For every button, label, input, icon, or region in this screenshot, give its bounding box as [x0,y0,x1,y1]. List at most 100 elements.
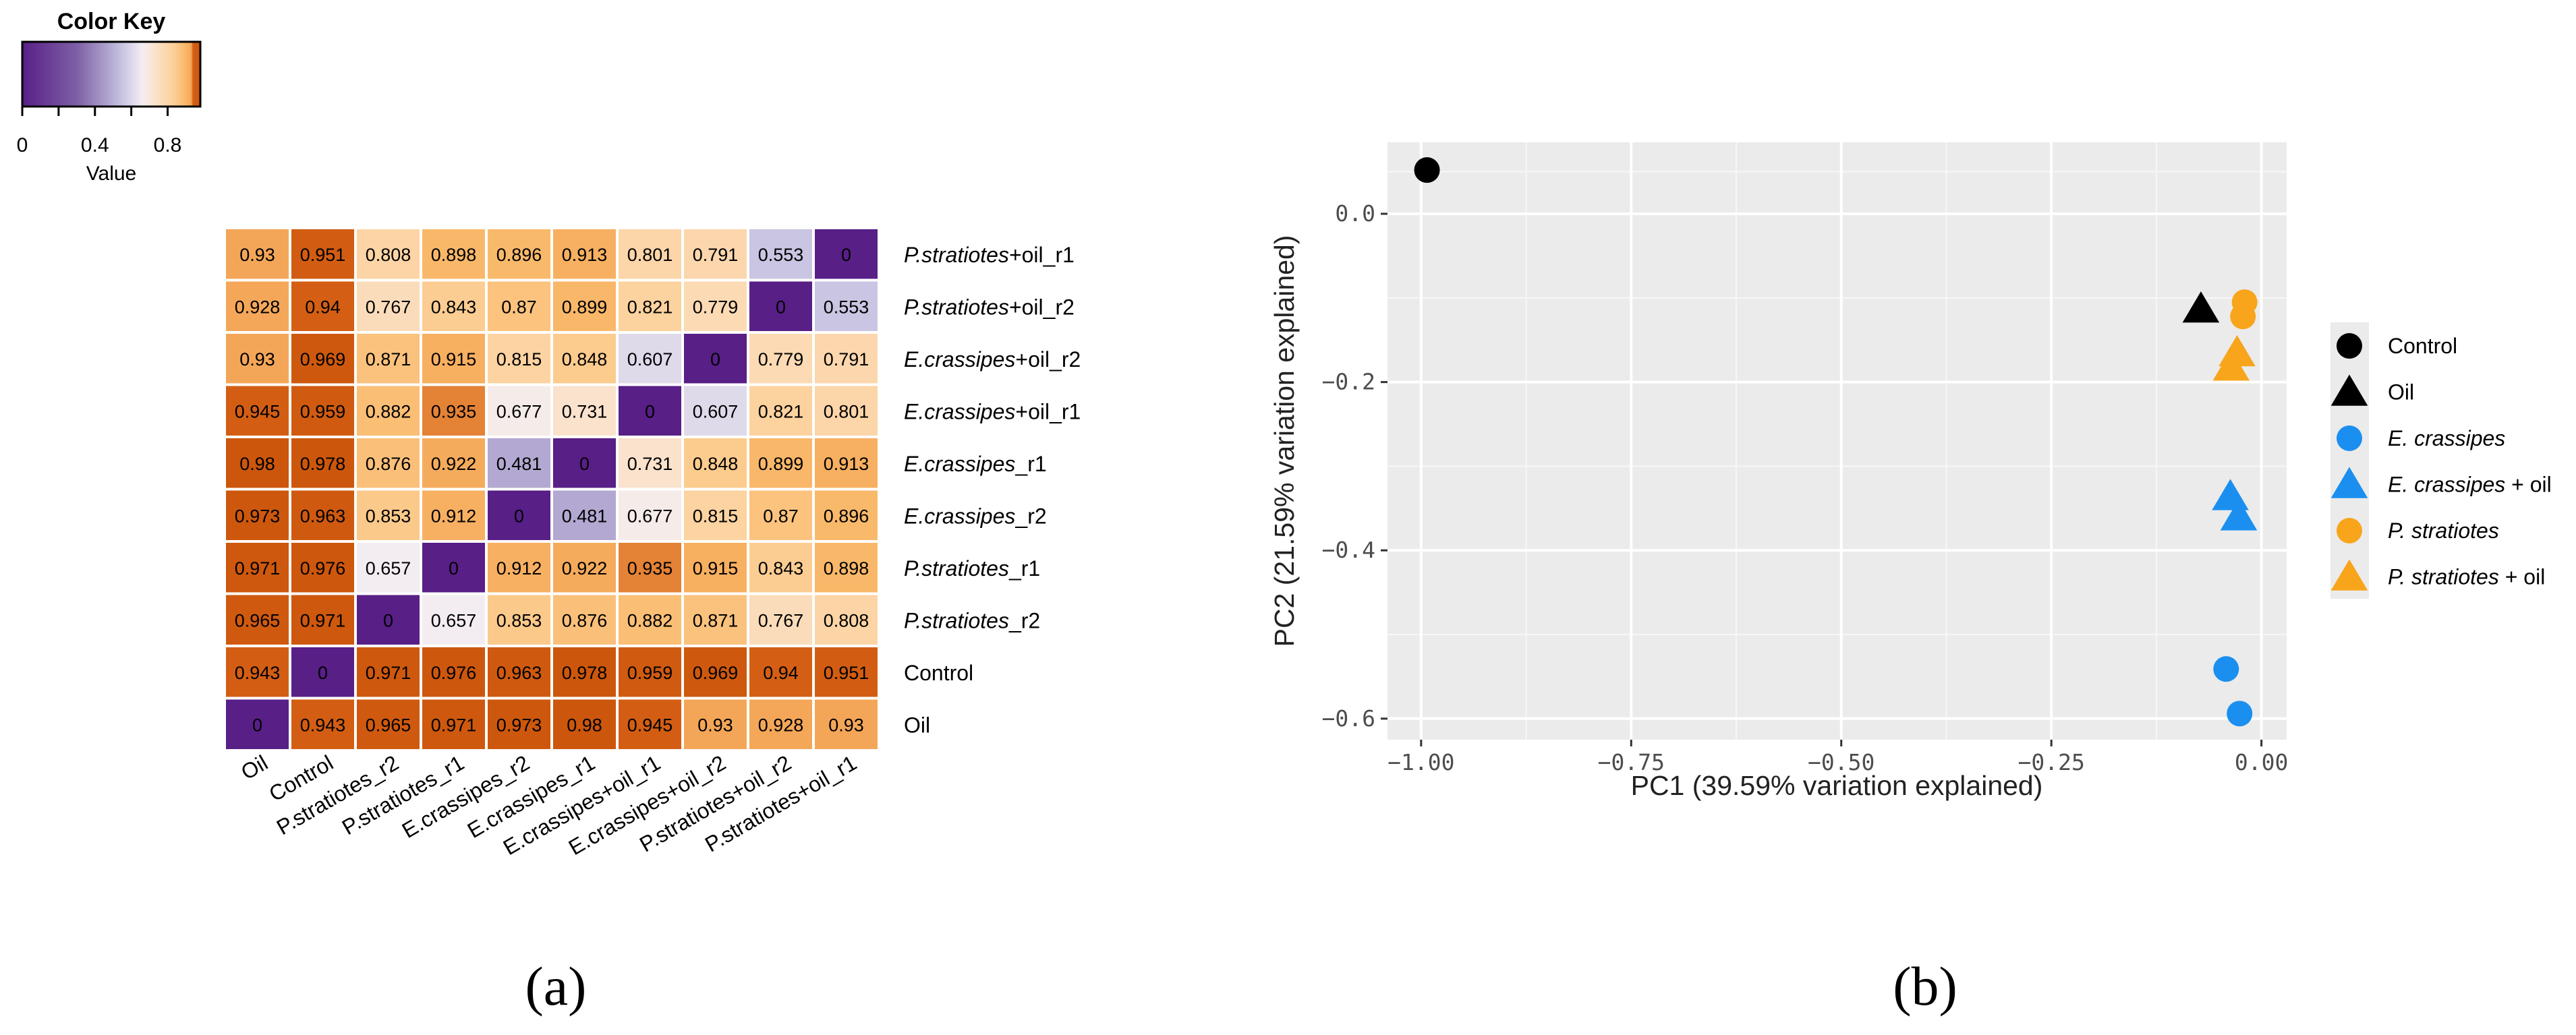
panel-label-b: (b) [1893,955,1957,1017]
color-key-tick-label: 0.4 [81,134,109,156]
color-key-segment [102,42,104,107]
heatmap-cell-label: 0.767 [758,610,804,630]
data-point [1414,157,1440,183]
color-key-segment [138,42,140,107]
color-key-segment [148,42,150,107]
legend-key [2337,333,2362,359]
color-key-segment [145,42,147,107]
plot-axis-ticks: −1.00 −0.75 −0.50 −0.25 0.00 0.0 −0.2 −0.4 −0.6 [1322,200,2289,775]
color-key-segment [52,42,54,107]
color-key-segment [56,42,58,107]
heatmap-cell-label: 0.969 [693,663,739,683]
color-key-segment [60,42,62,107]
y-tick-label: 0.0 [1335,200,1375,227]
row-label-suffix: _r1 [1014,452,1046,476]
color-key-segment [96,42,98,107]
heatmap-cell [747,436,815,491]
heatmap-cell-label: 0.876 [562,610,608,630]
color-key-segment [127,42,130,107]
heatmap-cell [747,487,815,543]
heatmap-cell-label: 0.963 [496,663,542,683]
heatmap-cell-label: 0.821 [627,297,673,317]
heatmap-cell-label: 0.971 [366,663,411,683]
x-axis-title: PC1 (39.59% variation explained) [1631,770,2043,801]
color-key-segment [184,42,186,107]
heatmap-row-label: P.stratiotes+oil_r2 [904,295,1075,319]
row-label-italic: E.crassipes [904,347,1015,372]
row-label-suffix: +oil_r1 [1015,399,1081,423]
legend-label: Oil [2388,380,2414,405]
heatmap-cell-label: 0 [318,663,328,683]
heatmap-cell-label: 0.943 [235,663,281,683]
color-key: Color Key 0 0.4 0.8 Value [17,9,202,185]
color-key-segment [140,42,142,107]
x-tick-label: 0.00 [2235,749,2288,775]
color-key-segment [40,42,42,107]
heatmap-cell-label: 0.871 [366,349,411,369]
heatmap-cell [812,278,880,334]
color-key-segment [126,42,128,107]
heatmap-cell [289,331,357,386]
heatmap-cell-label: 0.912 [431,506,477,526]
color-key-segment [142,42,144,107]
x-tick-label: −0.25 [2018,749,2085,775]
legend-label: E. crassipes + oil [2388,473,2552,497]
heatmap-column-labels: OilControlP.stratiotes_r2P.stratiotes_r1… [237,750,861,860]
heatmap-cell [223,540,291,595]
color-key-segment [157,42,159,107]
color-key-segment [61,42,63,107]
pca-scatter-plot: −1.00 −0.75 −0.50 −0.25 0.000.0−0.2−0.4−0.6 … [1269,142,2552,801]
color-key-segment [86,42,88,107]
heatmap-cell [354,331,422,386]
heatmap-cell-label: 0.677 [627,506,673,526]
row-label-suffix: _r2 [1008,608,1040,632]
color-key-segment [72,42,74,107]
heatmap-cell [223,487,291,543]
heatmap-cell-label: 0.896 [824,506,869,526]
color-key-segment [118,42,120,107]
heatmap-cell-label: 0.912 [496,558,542,579]
color-key-segment [171,42,173,107]
color-key-tick-label: 0.8 [154,134,182,156]
color-key-segment [55,42,57,107]
color-key-segment [176,42,178,107]
heatmap-row-label: Oil [904,713,930,737]
heatmap-cell-label: 0.779 [693,297,739,317]
color-key-segment [122,42,124,107]
color-key-segment [167,42,169,107]
color-key-segment [119,42,121,107]
heatmap-cell-label: 0.791 [824,349,869,369]
color-key-segment [90,42,92,107]
heatmap-cell-label: 0.913 [562,245,608,265]
heatmap-cell-label: 0.971 [300,610,346,630]
heatmap-cell-label: 0.959 [300,401,346,421]
heatmap-cell-label: 0.93 [239,245,275,265]
heatmap-cell [550,697,619,752]
color-key-ticks: 0 0.4 0.8 [17,107,182,156]
color-key-segment [69,42,71,107]
color-key-segment [168,42,170,107]
heatmap-cell-label: 0 [252,715,262,735]
heatmap-cell-label: 0.94 [305,297,341,317]
heatmap-cell-label: 0 [645,401,655,421]
color-key-segment [173,42,175,107]
color-key-segment [150,42,152,107]
color-key-segment [53,42,55,107]
color-key-segment [121,42,123,107]
color-key-segment [76,42,78,107]
heatmap-cell-label: 0.922 [431,454,477,474]
heatmap-cell-label: 0.607 [693,401,739,421]
color-key-segment [44,42,46,107]
color-key-segment [37,42,39,107]
heatmap-cell-label: 0.882 [366,401,411,421]
heatmap-cell-label: 0 [776,297,786,317]
heatmap-cell [747,331,815,386]
heatmap-row-label: P.stratiotes_r1 [904,556,1040,581]
heatmap-cell-label: 0.98 [567,715,602,735]
color-key-segment [41,42,43,107]
heatmap-cell-label: 0.848 [562,349,608,369]
heatmap-cell [223,592,291,647]
heatmap-cell-label: 0.815 [693,506,739,526]
